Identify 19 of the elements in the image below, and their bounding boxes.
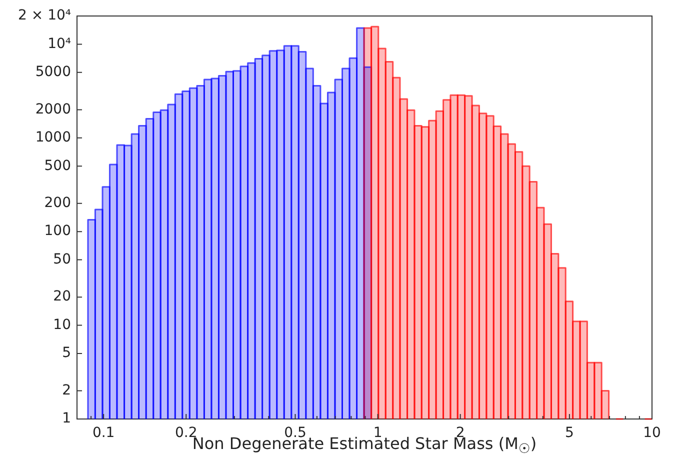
x-tick-label: 5: [564, 425, 574, 442]
y-tick-label: 5000: [35, 64, 71, 80]
y-tick-label: 50: [53, 251, 71, 268]
y-tick-label: 2 × 10⁴: [18, 8, 72, 24]
y-tick-label: 1000: [35, 130, 71, 146]
y-tick-label: 200: [44, 195, 71, 212]
y-tick-label: 20: [53, 288, 71, 305]
y-tick-label: 10: [53, 316, 71, 333]
y-tick-label: 5: [62, 345, 71, 362]
y-tick-label: 100: [44, 223, 71, 240]
x-tick-label: 1: [373, 425, 382, 442]
x-tick-label: 0.1: [92, 425, 115, 442]
y-tick-label: 10⁴: [48, 36, 72, 52]
y-tick-label: 1: [62, 410, 71, 427]
x-tick-label: 0.5: [284, 425, 306, 442]
x-tick-label: 10: [643, 425, 661, 442]
y-tick-label: 2000: [35, 101, 71, 118]
y-tick-label: 2: [62, 382, 71, 398]
y-tick-label: 500: [44, 158, 71, 174]
